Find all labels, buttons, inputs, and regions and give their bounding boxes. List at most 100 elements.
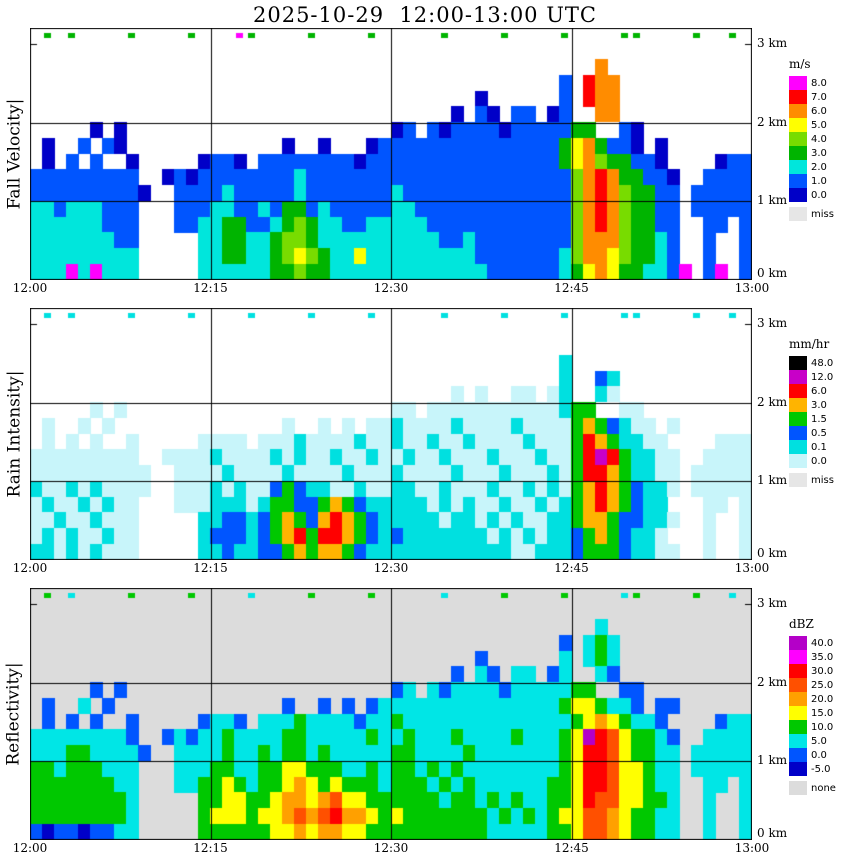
colorbar-entry: 0.1 [789,440,834,454]
colorbar-swatch [789,356,807,370]
colorbar-entry: 5.0 [789,118,834,132]
colorbar-swatch [789,104,807,118]
height-tick-label: 1 km [757,473,788,487]
colorbar-label: 1.5 [811,413,827,425]
time-tick-label: 12:45 [554,281,589,295]
colorbar-label: -5.0 [811,763,831,775]
colorbar-entry: 3.0 [789,398,834,412]
colorbar-swatch [789,207,807,221]
height-tick-label: 3 km [757,316,788,330]
colorbar-swatch [789,426,807,440]
colorbar-label: 8.0 [811,77,827,89]
height-tick-label: 2 km [757,395,788,409]
colorbar-label: 40.0 [811,637,834,649]
colorbar-entry: 8.0 [789,76,834,90]
y-axis-label-text: Reflectivity| [4,662,25,766]
colorbar-swatch [789,370,807,384]
time-tick-label: 12:30 [373,841,409,855]
colorbar-label: 5.0 [811,119,827,131]
colorbar-entry: 0.0 [789,188,834,202]
colorbar-label: 3.0 [811,147,827,159]
colorbar-swatch [789,650,807,664]
colorbar-swatch [789,188,807,202]
height-tick-label: 0 km [757,266,788,280]
colorbar-swatch [789,398,807,412]
colorbar-label: 1.0 [811,175,827,187]
y-axis-label-fall-velocity: Fall Velocity| [0,28,28,280]
colorbar-swatch [789,146,807,160]
colorbar-reflectivity: 40.0 35.0 30.0 25.0 20.0 15.0 10.0 5.0 0.0 -5.0 no… [789,636,836,795]
colorbar-swatch [789,720,807,734]
panel-reflectivity: Reflectivity| dBZ 40.0 35.0 30.0 25.0 20.0 15… [0,588,850,868]
colorbar-label: 5.0 [811,735,827,747]
height-tick-label: 1 km [757,193,788,207]
panel-rain-intensity: Rain Intensity| mm/hr 48.0 12.0 6.0 3.0 1.5 0… [0,308,850,588]
colorbar-entry: 15.0 [789,706,836,720]
colorbar-swatch [789,76,807,90]
colorbar-swatch [789,384,807,398]
colorbar-entry: 30.0 [789,664,836,678]
height-tick-label: 3 km [757,36,788,50]
colorbar-swatch [789,664,807,678]
y-axis-label-text: Fall Velocity| [4,98,24,210]
colorbar-label: 3.0 [811,399,827,411]
y-axis-label-reflectivity: Reflectivity| [0,588,28,840]
colorbar-swatch [789,781,807,795]
rain-intensity-heatmap [30,308,752,560]
colorbar-label: 25.0 [811,679,834,691]
colorbar-label: 0.0 [811,189,827,201]
colorbar-swatch [789,734,807,748]
colorbar-fall-velocity: 8.0 7.0 6.0 5.0 4.0 3.0 2.0 1.0 0.0 miss [789,76,834,221]
time-tick-label: 12:00 [12,281,48,295]
colorbar-swatch [789,473,807,487]
colorbar-entry: 25.0 [789,678,836,692]
colorbar-swatch [789,454,807,468]
time-tick-label: 12:45 [554,561,589,575]
height-tick-label: 3 km [757,596,788,610]
height-tick-label: 1 km [757,753,788,767]
colorbar-entry: miss [789,473,834,487]
colorbar-entry: 3.0 [789,146,834,160]
colorbar-unit-reflectivity: dBZ [789,617,814,631]
time-tick-label: 13:00 [734,561,770,575]
colorbar-label: 4.0 [811,133,827,145]
colorbar-swatch [789,636,807,650]
colorbar-label: miss [811,474,834,486]
colorbar-label: miss [811,208,834,220]
colorbar-entry: 7.0 [789,90,834,104]
colorbar-swatch [789,118,807,132]
colorbar-label: 6.0 [811,105,827,117]
time-tick-label: 12:00 [12,561,48,575]
colorbar-entry: 0.0 [789,748,836,762]
colorbar-label: 0.0 [811,455,827,467]
colorbar-label: 0.5 [811,427,827,439]
time-tick-label: 13:00 [734,841,770,855]
colorbar-entry: 6.0 [789,384,834,398]
colorbar-label: none [811,782,836,794]
height-tick-label: 0 km [757,826,788,840]
time-tick-label: 12:45 [554,841,589,855]
y-axis-label-rain-intensity: Rain Intensity| [0,308,28,560]
colorbar-label: 35.0 [811,651,834,663]
y-axis-label-text: Rain Intensity| [4,370,25,498]
colorbar-swatch [789,748,807,762]
colorbar-entry: 12.0 [789,370,834,384]
colorbar-label: 48.0 [811,357,834,369]
height-tick-label: 2 km [757,675,788,689]
colorbar-entry: miss [789,207,834,221]
colorbar-entry: none [789,781,836,795]
colorbar-swatch [789,440,807,454]
colorbar-entry: 1.5 [789,412,834,426]
colorbar-label: 10.0 [811,721,834,733]
panel-fall-velocity: Fall Velocity| m/s 8.0 7.0 6.0 5.0 4.0 3.0 2.0… [0,28,850,308]
time-tick-label: 12:15 [193,841,228,855]
colorbar-unit-rain-intensity: mm/hr [789,337,830,351]
colorbar-entry: 6.0 [789,104,834,118]
colorbar-entry: 40.0 [789,636,836,650]
colorbar-unit-fall-velocity: m/s [789,57,811,71]
colorbar-entry: 48.0 [789,356,834,370]
colorbar-entry: -5.0 [789,762,836,776]
time-tick-label: 12:30 [373,281,409,295]
page-title: 2025-10-29 12:00-13:00 UTC [252,3,597,27]
colorbar-label: 6.0 [811,385,827,397]
